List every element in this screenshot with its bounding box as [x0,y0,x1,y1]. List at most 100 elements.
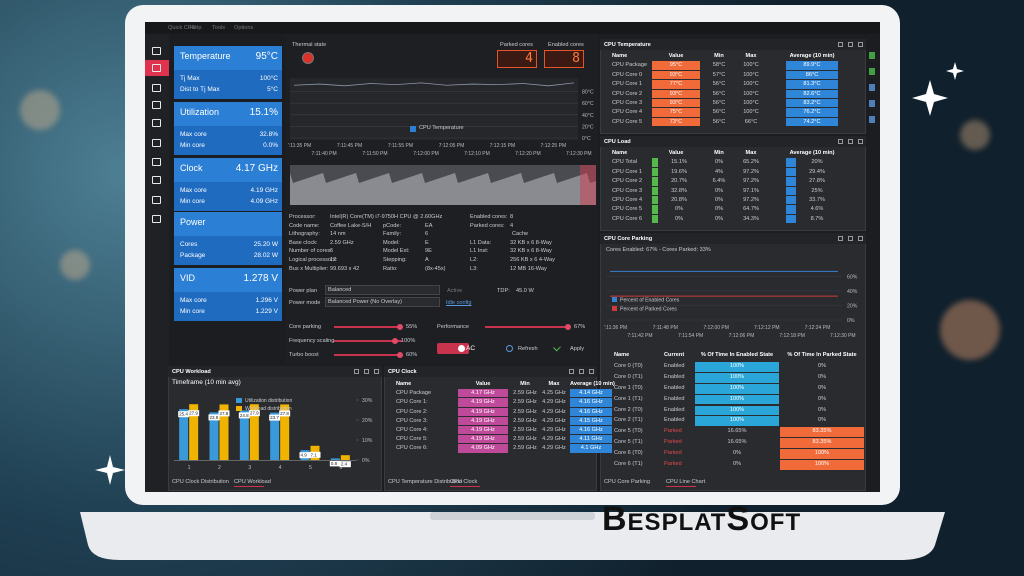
table-cell: 86°C [786,70,838,80]
info-label: Enabled cores: [470,214,508,220]
slider-knob [392,338,398,344]
value-label-bg [299,452,311,459]
table-cell: 2.59 GHz [513,399,537,406]
table-cell: CPU Core 2: [396,408,428,415]
power-label: Power plan [289,288,317,294]
tab[interactable]: CPU Clock Distribution [172,479,229,485]
table-cell: CPU Core 3 [612,100,643,106]
table-cell: 20.8% [652,196,700,205]
table-cell: CPU Core 4 [612,109,643,116]
metric-row-label: Cores [180,241,198,248]
table-cell: 4.16 GHz [570,426,612,435]
table-cell: 95°C [652,61,700,70]
thermal-title: Thermal state [292,42,327,48]
tdp-label: TDP: [497,288,510,294]
table-header: Name [612,53,628,59]
info-value: 99.693 x 42 [330,265,360,272]
table-header: Value [668,53,684,59]
value-label-bg [238,412,250,419]
table-cell: 100% [695,361,779,372]
table-cell: 100°C [743,71,759,78]
nav-icon [152,64,161,72]
menu-item: Options [234,25,254,31]
value-label: 27.8 [280,411,289,416]
parking-subtitle: Cores Enabled: 67% - Cores Parked: 33% [606,247,711,253]
value-label: 23.8 [210,415,219,420]
table-cell: Core 1 (T1) [614,395,643,402]
sparkle [95,455,125,485]
value-label: 2.4 [341,462,348,467]
info-value: EA [425,222,433,229]
metric-row-label: Max core [180,187,207,194]
info-value: 14 nm [330,231,346,238]
tab[interactable]: CPU Workload [234,479,271,485]
table-cell: 29.4% [786,167,838,177]
table-header: Average (10 min) [789,53,835,59]
x-tick-label: 7:12:30 PM [830,333,856,339]
value-label: 25.4 [179,412,188,417]
nav-icon [152,101,161,109]
bar [179,409,189,460]
nav-icon [152,84,161,92]
tab[interactable]: CPU Clock [450,479,478,485]
slider-knob [397,324,403,330]
metric-label: Clock [180,163,203,173]
sparkle [912,80,948,116]
metric-value: 95°C [255,51,278,62]
sparkle [946,62,964,80]
table-cell: 100% [780,460,864,470]
slider-track [334,326,402,328]
value-label: 27.9 [250,411,259,416]
apply-button[interactable]: Apply [570,346,584,352]
panel-icon [858,236,863,241]
y-tick-label: 20% [362,418,373,424]
table-cell: 2.59 GHz [513,436,537,443]
table-cell: 4.25 GHz [542,390,566,397]
table-cell: 4.09 GHz [458,444,508,453]
x-tick-label: 7:12:30 PM [566,151,592,157]
table-cell: 0% [652,214,700,224]
y-tick-label: 60% [847,275,858,281]
x-tick-label: 7:12:20 PM [515,151,541,157]
nav-icon [152,47,161,55]
info-label: Family: [383,231,402,238]
x-tick-label: 7:12:06 PM [729,333,755,339]
info-value: 2.59 GHz [330,239,354,246]
table-cell: 4.15 GHz [570,416,612,425]
metric-row-label: Tj Max [180,75,200,82]
overview-window [580,165,596,205]
parked-label: Parked cores [500,42,533,48]
panel-title: CPU Load [604,138,631,145]
value-label: 27.8 [220,411,229,416]
metric-value: 15.1% [249,107,278,118]
tab[interactable]: CPU Core Parking [604,479,651,485]
table-cell: Core 2 (T0) [614,406,643,413]
info-label: Base clock: [289,239,318,246]
bokeh [60,250,90,280]
table-header: Value [475,381,491,387]
metric-card-body [174,182,282,211]
value-label-bg [269,414,281,421]
tab[interactable]: CPU Temperature Distribution [388,479,463,485]
table-cell: CPU Package [612,62,648,69]
table-cell: Enabled [664,417,685,424]
table-cell: 100% [695,394,779,405]
overview-area [290,173,596,205]
tool-icon [869,116,875,123]
info-label: Number of cores: [289,248,332,255]
metric-row-value: 1.296 V [255,297,278,304]
power-mode: Balanced Power (No Overlay) [328,299,402,305]
idle-link: Idle config [446,300,472,306]
table-header: Min [714,53,724,59]
metric-card-header [174,268,282,292]
table-cell: CPU Core 2 [612,178,643,185]
info-label: Lithography: [289,231,320,238]
info-value: E [425,239,429,246]
metric-row-label: Max core [180,131,207,138]
table-cell: 2.59 GHz [513,390,537,397]
y-tick-label: 30% [362,398,373,404]
info-label: L2: [470,257,478,263]
tab[interactable]: CPU Line Chart [666,479,706,485]
power-label: Power mode [289,300,321,306]
refresh-button[interactable]: Refresh [518,346,538,352]
